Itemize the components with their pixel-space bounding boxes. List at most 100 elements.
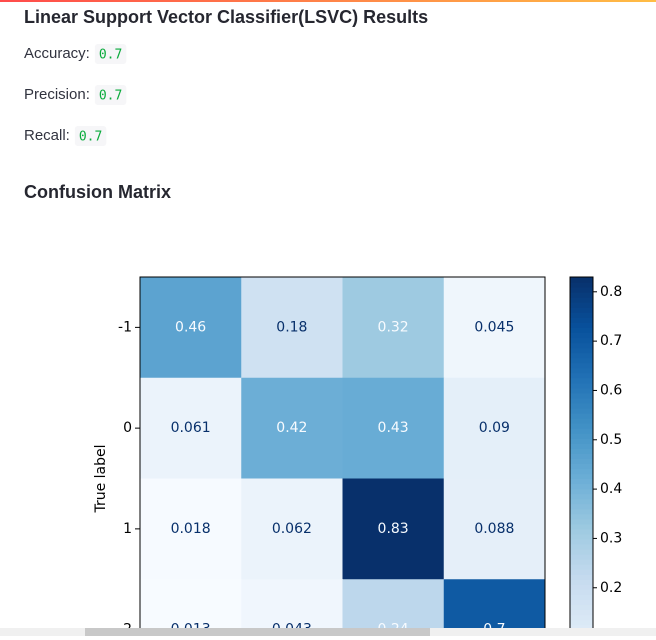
y-tick-label: -1: [118, 319, 132, 335]
colorbar-band: [570, 382, 593, 389]
cell-label: 0.061: [171, 420, 211, 436]
colorbar-band: [570, 473, 593, 480]
colorbar-band: [570, 372, 593, 379]
colorbar-band: [570, 513, 593, 520]
colorbar-band: [570, 362, 593, 369]
colorbar-frame: [569, 276, 594, 640]
colorbar-band: [570, 322, 593, 328]
cell-label: 0.42: [276, 420, 307, 436]
colorbar-band: [570, 327, 593, 334]
colorbar-band: [570, 533, 593, 540]
colorbar-band: [570, 478, 593, 485]
heatmap-cell: [241, 277, 343, 379]
colorbar-band: [570, 448, 593, 454]
heatmap-cell: [443, 478, 546, 580]
colorbar-band: [570, 352, 593, 359]
colorbar-tick-label: 0.7: [600, 333, 622, 349]
colorbar-band: [570, 564, 593, 570]
colorbar-band: [570, 443, 593, 449]
colorbar-band: [570, 387, 593, 394]
cell-label: 0.18: [276, 319, 307, 335]
colorbar-band: [570, 438, 593, 444]
colorbar-band: [570, 357, 593, 364]
metric-label: Precision:: [24, 86, 90, 103]
colorbar-band: [570, 342, 593, 349]
code-box: [94, 85, 127, 105]
colorbar-band: [570, 463, 593, 470]
colorbar-band: [570, 453, 593, 459]
heatmap-cell: [140, 377, 242, 479]
heatmap-cell: [342, 277, 445, 379]
top-decoration: [0, 0, 656, 2]
y-tick-label: 0: [123, 420, 132, 436]
scrollbar-thumb[interactable]: [85, 628, 430, 636]
y-tick-label: 1: [123, 521, 132, 537]
heatmap-cell: [342, 478, 445, 580]
colorbar-band: [570, 423, 593, 429]
colorbar-band: [570, 483, 593, 490]
colorbar-band: [570, 312, 593, 318]
heatmap-cell: [140, 478, 242, 580]
colorbar-band: [570, 493, 593, 500]
colorbar-band: [570, 397, 593, 404]
page-title: Linear Support Vector Classifier(LSVC) R…: [24, 7, 428, 27]
heatmap-cell: [241, 478, 343, 580]
colorbar-band: [570, 433, 593, 439]
colorbar-band: [570, 599, 593, 606]
colorbar-band: [570, 307, 593, 313]
colorbar-band: [570, 317, 593, 323]
colorbar-band: [570, 428, 593, 434]
cell-label: 0.46: [175, 319, 206, 335]
code-box: [94, 44, 127, 64]
section-title: Confusion Matrix: [24, 182, 171, 202]
colorbar-band: [570, 594, 593, 600]
colorbar-tick-label: 0.2: [600, 580, 622, 596]
colorbar-band: [570, 554, 593, 560]
colorbar-band: [570, 302, 593, 308]
colorbar-tick-label: 0.4: [600, 481, 622, 497]
code-box: [74, 126, 107, 146]
cell-label: 0.088: [474, 521, 514, 537]
colorbar-band: [570, 569, 593, 575]
colorbar-band: [570, 589, 593, 595]
colorbar-tick-label: 0.5: [600, 432, 622, 448]
colorbar-band: [570, 624, 593, 631]
colorbar-tick-label: 0.3: [600, 530, 622, 546]
colorbar-band: [570, 367, 593, 374]
metric-value: 0.7: [99, 48, 122, 63]
colorbar-tick-label: 0.6: [600, 382, 622, 398]
colorbar-band: [570, 292, 593, 298]
plot-frame: [139, 276, 546, 640]
colorbar-band: [570, 619, 593, 626]
colorbar-band: [570, 543, 593, 550]
heatmap-cell: [140, 277, 242, 379]
colorbar-band: [570, 407, 593, 414]
metric-label: Accuracy:: [24, 45, 90, 62]
colorbar-band: [570, 282, 593, 288]
colorbar-band: [570, 508, 593, 515]
colorbar-band: [570, 614, 593, 621]
colorbar-band: [570, 584, 593, 590]
colorbar-band: [570, 488, 593, 495]
metric-value: 0.7: [99, 89, 122, 104]
colorbar-band: [570, 574, 593, 580]
colorbar-band: [570, 392, 593, 399]
colorbar-band: [570, 468, 593, 475]
colorbar-band: [570, 549, 593, 555]
colorbar-band: [570, 337, 593, 344]
cell-label: 0.018: [171, 521, 211, 537]
colorbar-band: [570, 402, 593, 409]
colorbar-band: [570, 332, 593, 339]
colorbar-band: [570, 287, 593, 293]
heatmap-cell: [443, 377, 546, 479]
metric-value: 0.7: [79, 130, 102, 145]
heatmap-cell: [443, 277, 546, 379]
colorbar-band: [570, 579, 593, 585]
colorbar-band: [570, 528, 593, 535]
colorbar-band: [570, 418, 593, 424]
colorbar-band: [570, 503, 593, 510]
colorbar-band: [570, 277, 593, 283]
metric-label: Recall:: [24, 127, 70, 144]
